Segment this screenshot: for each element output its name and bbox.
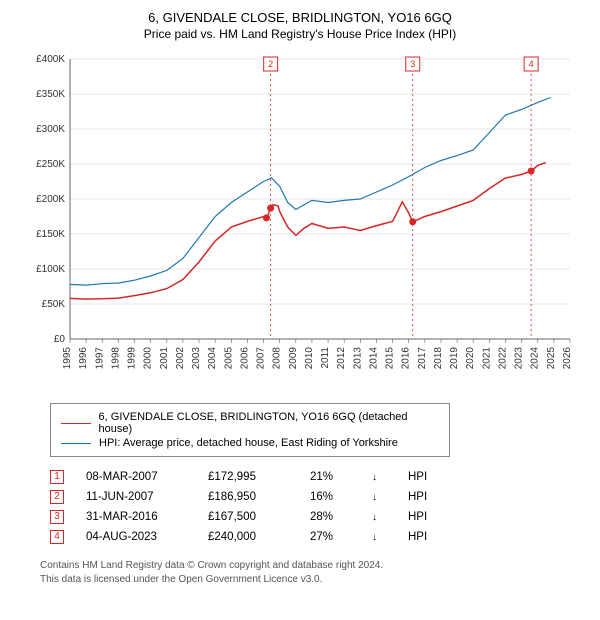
sale-pct: 16%: [310, 491, 350, 503]
svg-text:£250K: £250K: [36, 159, 65, 170]
table-row: 2 11-JUN-2007 £186,950 16% ↓ HPI: [50, 487, 590, 507]
svg-text:2024: 2024: [530, 347, 541, 370]
legend-item-property: 6, GIVENDALE CLOSE, BRIDLINGTON, YO16 6G…: [61, 410, 439, 436]
svg-text:2020: 2020: [465, 347, 476, 370]
down-arrow-icon: ↓: [372, 492, 386, 503]
svg-text:2026: 2026: [562, 347, 573, 370]
svg-text:2008: 2008: [272, 347, 283, 370]
sale-ref: HPI: [408, 471, 438, 483]
legend-label: HPI: Average price, detached house, East…: [99, 437, 398, 449]
svg-text:£350K: £350K: [36, 89, 65, 100]
svg-text:£50K: £50K: [42, 299, 66, 310]
legend-label: 6, GIVENDALE CLOSE, BRIDLINGTON, YO16 6G…: [99, 411, 439, 435]
svg-text:£0: £0: [54, 334, 66, 345]
svg-text:1998: 1998: [110, 347, 121, 370]
svg-text:2017: 2017: [417, 347, 428, 370]
svg-text:£200K: £200K: [36, 194, 65, 205]
sale-date: 08-MAR-2007: [86, 471, 186, 483]
footer: Contains HM Land Registry data © Crown c…: [40, 559, 590, 587]
svg-text:£300K: £300K: [36, 124, 65, 135]
title-main: 6, GIVENDALE CLOSE, BRIDLINGTON, YO16 6G…: [10, 10, 590, 25]
sale-ref: HPI: [408, 531, 438, 543]
svg-text:1995: 1995: [62, 347, 73, 370]
title-sub: Price paid vs. HM Land Registry's House …: [10, 27, 590, 41]
svg-text:2003: 2003: [191, 347, 202, 370]
table-row: 1 08-MAR-2007 £172,995 21% ↓ HPI: [50, 467, 590, 487]
svg-text:£150K: £150K: [36, 229, 65, 240]
svg-text:2000: 2000: [143, 347, 154, 370]
sale-marker-icon: 3: [50, 510, 64, 524]
title-block: 6, GIVENDALE CLOSE, BRIDLINGTON, YO16 6G…: [10, 10, 590, 41]
svg-text:2016: 2016: [401, 347, 412, 370]
legend-item-hpi: HPI: Average price, detached house, East…: [61, 436, 439, 450]
svg-text:2023: 2023: [514, 347, 525, 370]
sale-ref: HPI: [408, 491, 438, 503]
svg-text:2022: 2022: [497, 347, 508, 370]
svg-text:2006: 2006: [239, 347, 250, 370]
svg-text:2011: 2011: [320, 347, 331, 369]
svg-text:2001: 2001: [159, 347, 170, 370]
svg-text:4: 4: [529, 59, 534, 69]
sale-pct: 28%: [310, 511, 350, 523]
svg-text:2007: 2007: [256, 347, 267, 370]
legend-swatch: [61, 443, 91, 444]
svg-text:1999: 1999: [127, 347, 138, 370]
down-arrow-icon: ↓: [372, 532, 386, 543]
sale-price: £186,950: [208, 491, 288, 503]
svg-text:£100K: £100K: [36, 264, 65, 275]
svg-text:2019: 2019: [449, 347, 460, 370]
svg-text:2021: 2021: [481, 347, 492, 370]
sale-pct: 27%: [310, 531, 350, 543]
table-row: 3 31-MAR-2016 £167,500 28% ↓ HPI: [50, 507, 590, 527]
sale-date: 04-AUG-2023: [86, 531, 186, 543]
svg-text:2002: 2002: [175, 347, 186, 370]
sale-price: £167,500: [208, 511, 288, 523]
sale-marker-icon: 2: [50, 490, 64, 504]
svg-text:1997: 1997: [94, 347, 105, 370]
sale-marker-icon: 4: [50, 530, 64, 544]
svg-text:2013: 2013: [352, 347, 363, 370]
table-row: 4 04-AUG-2023 £240,000 27% ↓ HPI: [50, 527, 590, 547]
svg-text:2015: 2015: [385, 347, 396, 370]
sale-date: 31-MAR-2016: [86, 511, 186, 523]
line-chart: £0 £50K £100K £150K £200K £250K £300K £350K £400…: [20, 49, 580, 389]
sale-marker-icon: 1: [50, 470, 64, 484]
legend: 6, GIVENDALE CLOSE, BRIDLINGTON, YO16 6G…: [50, 403, 450, 457]
chart-container: 6, GIVENDALE CLOSE, BRIDLINGTON, YO16 6G…: [10, 10, 590, 587]
svg-text:2010: 2010: [304, 347, 315, 370]
svg-text:2014: 2014: [368, 347, 379, 370]
svg-text:£400K: £400K: [36, 54, 65, 65]
sales-table: 1 08-MAR-2007 £172,995 21% ↓ HPI 2 11-JU…: [50, 467, 590, 547]
sale-price: £172,995: [208, 471, 288, 483]
chart-area: £0 £50K £100K £150K £200K £250K £300K £350K £400…: [20, 49, 580, 389]
sale-ref: HPI: [408, 511, 438, 523]
footer-line: Contains HM Land Registry data © Crown c…: [40, 559, 590, 573]
sale-price: £240,000: [208, 531, 288, 543]
svg-text:2009: 2009: [288, 347, 299, 370]
down-arrow-icon: ↓: [372, 472, 386, 483]
svg-text:2018: 2018: [433, 347, 444, 370]
footer-line: This data is licensed under the Open Gov…: [40, 573, 590, 587]
svg-text:2012: 2012: [336, 347, 347, 370]
svg-text:3: 3: [410, 59, 415, 69]
svg-text:2: 2: [268, 59, 273, 69]
sale-date: 11-JUN-2007: [86, 491, 186, 503]
svg-text:2025: 2025: [546, 347, 557, 370]
sale-pct: 21%: [310, 471, 350, 483]
legend-swatch: [61, 423, 91, 424]
svg-text:2004: 2004: [207, 347, 218, 370]
svg-text:2005: 2005: [223, 347, 234, 370]
down-arrow-icon: ↓: [372, 512, 386, 523]
svg-text:1996: 1996: [78, 347, 89, 370]
